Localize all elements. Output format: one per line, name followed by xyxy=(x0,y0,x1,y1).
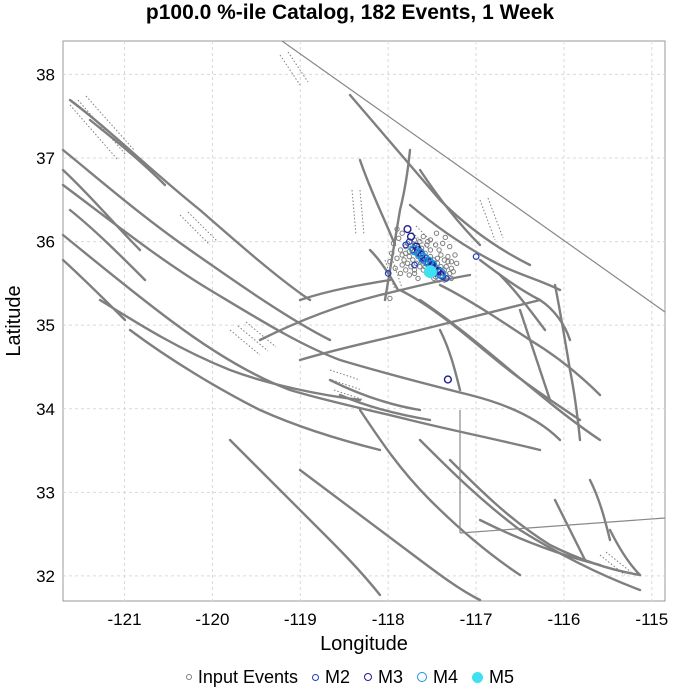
point-input-events xyxy=(427,247,434,253)
point-input-events xyxy=(425,238,431,245)
legend-label: M2 xyxy=(325,666,351,687)
x-tick-labels: -121 -120 -119 -118 -117 -116 -115 xyxy=(108,610,669,629)
point-input-events xyxy=(404,260,411,266)
chart-title: p100.0 %-ile Catalog, 182 Events, 1 Week xyxy=(145,1,555,24)
point-input-events xyxy=(424,242,430,248)
point-m2 xyxy=(442,275,450,282)
x-axis-label: Longitude xyxy=(320,633,408,655)
plot-area xyxy=(62,40,666,602)
point-m4 xyxy=(414,248,426,259)
point-m5 xyxy=(423,265,437,279)
legend-symbol-input-events xyxy=(185,674,192,680)
point-input-events xyxy=(387,259,393,265)
point-m2 xyxy=(405,238,413,246)
point-input-events xyxy=(442,234,448,241)
x-tick-label: -117 xyxy=(460,610,493,629)
point-input-events xyxy=(390,240,397,247)
point-input-events xyxy=(411,270,418,277)
point-input-events xyxy=(448,259,455,265)
point-input-events xyxy=(399,262,405,268)
legend-symbol-m4 xyxy=(417,672,428,682)
data-points xyxy=(384,225,480,384)
legend-symbol-m3 xyxy=(364,673,373,681)
point-input-events xyxy=(454,260,460,266)
fault-traces xyxy=(61,93,642,602)
point-input-events xyxy=(436,247,442,253)
point-m4 xyxy=(409,244,420,256)
y-tick-label: 36 xyxy=(36,233,55,252)
legend-item-m3: M3 xyxy=(364,667,403,688)
legend-symbol-m5 xyxy=(472,671,484,683)
point-input-events xyxy=(397,270,404,277)
point-input-events xyxy=(443,264,449,270)
legend-label: Input Events xyxy=(197,666,298,687)
legend-label: M3 xyxy=(378,666,404,687)
region-boundary-lines xyxy=(281,40,666,534)
point-input-events xyxy=(394,226,400,232)
point-input-events xyxy=(387,295,393,302)
y-tick-labels: 32 33 34 35 36 37 38 xyxy=(36,65,55,585)
y-axis-label: Latitude xyxy=(3,285,25,356)
y-tick-label: 37 xyxy=(36,149,55,168)
point-input-events xyxy=(445,253,451,260)
point-input-events xyxy=(389,250,395,257)
x-tick-label: -120 xyxy=(195,610,229,629)
point-m2 xyxy=(439,273,447,281)
y-tick-label: 34 xyxy=(36,400,55,419)
point-m2 xyxy=(384,270,392,277)
legend-symbol-m2 xyxy=(312,673,319,681)
point-input-events xyxy=(401,257,407,263)
point-m3 xyxy=(406,232,416,241)
point-input-events xyxy=(438,252,444,258)
point-input-events xyxy=(394,255,400,261)
point-input-events xyxy=(433,230,440,236)
point-input-events xyxy=(420,233,426,240)
point-input-events xyxy=(392,265,398,271)
legend-item-m2: M2 xyxy=(312,667,350,688)
point-m2 xyxy=(411,261,418,269)
x-tick-label: -121 xyxy=(108,610,142,629)
point-input-events xyxy=(403,267,409,273)
chart-plot: -121 -120 -119 -118 -117 -116 -115 32333435363… xyxy=(3,40,669,655)
x-tick-label: -116 xyxy=(548,610,581,629)
point-input-events xyxy=(432,242,439,248)
legend-item-input-events: Input Events xyxy=(185,666,298,688)
x-tick-label: -115 xyxy=(635,610,668,629)
point-input-events xyxy=(447,243,453,250)
point-input-events xyxy=(396,235,402,242)
legend-label: M4 xyxy=(433,666,459,687)
point-input-events xyxy=(397,247,404,253)
point-input-events xyxy=(406,272,412,278)
point-input-events xyxy=(415,275,421,282)
legend: Input Events M2 M3 M4 M5 xyxy=(0,664,700,690)
point-input-events xyxy=(413,260,419,266)
point-m3 xyxy=(443,375,453,384)
y-tick-label: 33 xyxy=(36,483,55,502)
y-tick-label: 35 xyxy=(36,316,55,335)
x-tick-label: -119 xyxy=(284,610,317,629)
hatched-fault-zones xyxy=(69,51,632,576)
point-input-events xyxy=(417,264,423,270)
y-tick-label: 32 xyxy=(36,567,55,586)
y-tick-label: 38 xyxy=(36,65,55,84)
point-input-events xyxy=(417,238,423,245)
point-input-events xyxy=(434,255,441,261)
point-m3 xyxy=(403,225,412,234)
point-input-events xyxy=(441,257,448,263)
point-input-events xyxy=(450,269,456,275)
point-input-events xyxy=(399,252,405,258)
point-input-events xyxy=(440,240,446,247)
legend-label: M5 xyxy=(489,666,515,687)
legend-item-m5: M5 xyxy=(472,667,514,688)
point-input-events xyxy=(408,264,414,270)
legend-item-m4: M4 xyxy=(417,667,458,688)
x-tick-label: -118 xyxy=(372,610,405,629)
point-input-events xyxy=(406,253,412,260)
point-input-events xyxy=(399,230,405,236)
point-input-events xyxy=(452,252,458,258)
point-m2 xyxy=(472,253,480,261)
